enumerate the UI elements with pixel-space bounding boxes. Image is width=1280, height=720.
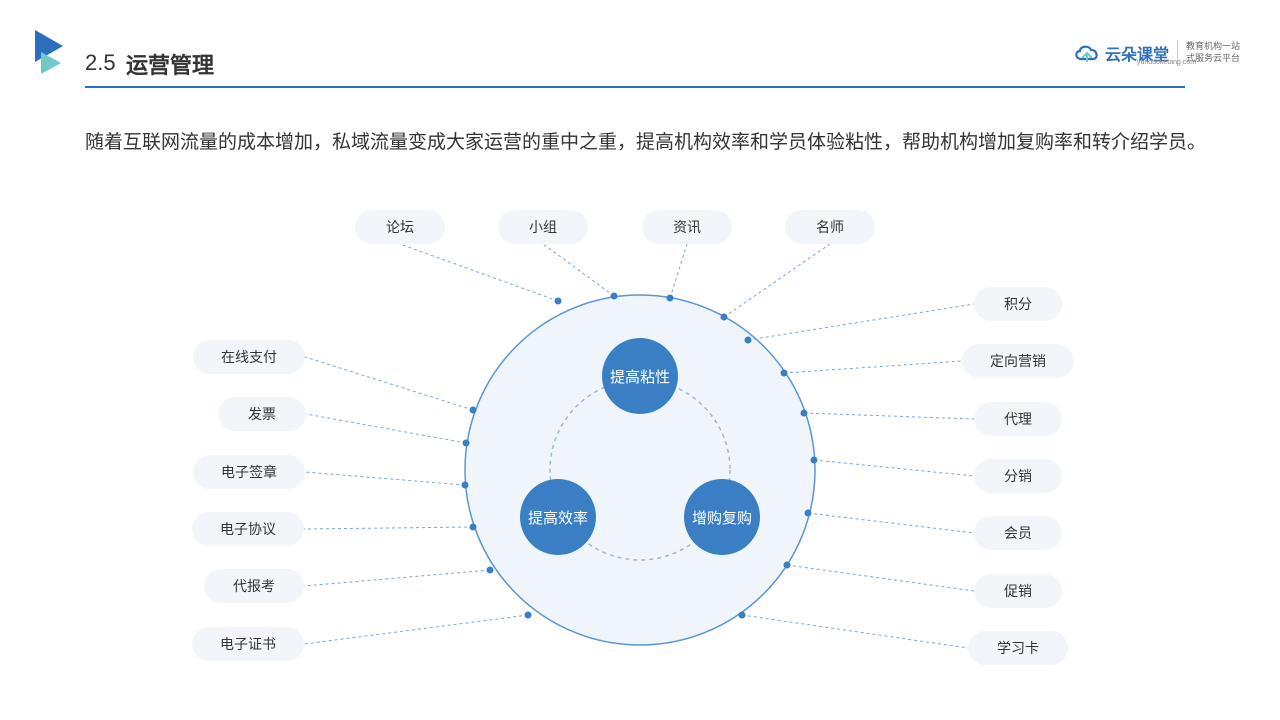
cloud-icon	[1073, 43, 1101, 63]
right-pill: 定向营销	[962, 344, 1074, 378]
operations-diagram: 提高粘性提高效率 增购复购 论坛 小组 资讯 名师在线支付发票电子签章电子协议代报考电子证…	[0, 195, 1280, 715]
left-pill: 电子证书	[192, 627, 304, 661]
left-pill: 代报考	[204, 569, 304, 603]
left-pill: 电子协议	[192, 512, 304, 546]
left-pill: 电子签章	[193, 455, 305, 489]
right-pill: 学习卡	[968, 631, 1068, 665]
right-pill: 促销	[974, 574, 1062, 608]
left-pill: 在线支付	[193, 340, 305, 374]
logo-domain: yunduoketang.com	[1137, 59, 1196, 66]
left-pill: 发票	[218, 397, 306, 431]
title-underline	[85, 86, 1185, 88]
top-pill: 小组	[498, 210, 588, 244]
top-pill: 名师	[785, 210, 875, 244]
play-icon	[35, 30, 75, 79]
core-node: 提高效率	[520, 479, 596, 555]
right-pill: 积分	[974, 287, 1062, 321]
core-node: 增购复购	[684, 479, 760, 555]
section-title: 运营管理	[126, 48, 214, 80]
slide-header: 2.5 运营管理 云朵课堂 yunduoketang.com 教育机构一站 式服…	[0, 30, 1280, 90]
section-number: 2.5	[85, 50, 116, 76]
top-pill: 论坛	[355, 210, 445, 244]
right-pill: 代理	[974, 402, 1062, 436]
slogan-line1: 教育机构一站	[1186, 41, 1240, 53]
right-pill: 分销	[974, 459, 1062, 493]
description-text: 随着互联网流量的成本增加，私域流量变成大家运营的重中之重，提高机构效率和学员体验…	[85, 125, 1220, 161]
brand-logo: 云朵课堂 yunduoketang.com 教育机构一站 式服务云平台	[1073, 40, 1240, 66]
core-node: 提高粘性	[602, 338, 678, 414]
top-pill: 资讯	[642, 210, 732, 244]
right-pill: 会员	[974, 516, 1062, 550]
